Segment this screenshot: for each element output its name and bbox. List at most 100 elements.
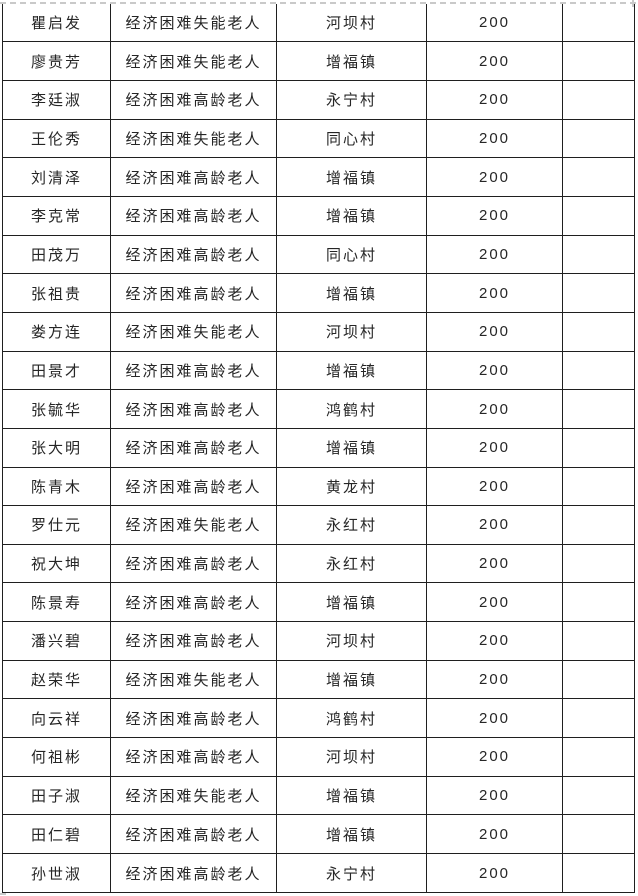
cell-blank <box>562 543 635 584</box>
beneficiary-table: 瞿启发 经济困难失能老人 河坝村 200 廖贵芳 经济困难失能老人 增福镇 20… <box>2 4 635 893</box>
cell-category: 经济困难高龄老人 <box>110 273 277 313</box>
cell-village: 永红村 <box>276 505 427 545</box>
cell-person-name: 田子淑 <box>2 775 111 816</box>
table-row: 张毓华 经济困难高龄老人 鸿鹤村 200 <box>2 389 635 429</box>
cell-village: 增福镇 <box>276 157 427 197</box>
cell-village: 增福镇 <box>276 273 427 313</box>
cell-amount: 200 <box>426 814 563 855</box>
cell-category: 经济困难高龄老人 <box>110 195 277 236</box>
cell-blank <box>562 389 635 429</box>
cell-person-name: 陈景寿 <box>2 582 111 623</box>
cell-amount: 200 <box>426 41 563 81</box>
cell-village: 增福镇 <box>276 427 427 468</box>
cell-category: 经济困难失能老人 <box>110 311 277 352</box>
cell-amount: 200 <box>426 543 563 584</box>
cell-blank <box>562 41 635 81</box>
cell-village: 同心村 <box>276 234 427 275</box>
cell-village: 增福镇 <box>276 350 427 391</box>
table-row: 赵荣华 经济困难失能老人 增福镇 200 <box>2 659 635 700</box>
table-row: 李廷淑 经济困难高龄老人 永宁村 200 <box>2 79 635 120</box>
cell-blank <box>562 427 635 468</box>
cell-village: 增福镇 <box>276 775 427 816</box>
cell-person-name: 向云祥 <box>2 698 111 739</box>
table-row: 田景才 经济困难高龄老人 增福镇 200 <box>2 350 635 391</box>
table-row: 王伦秀 经济困难失能老人 同心村 200 <box>2 118 635 159</box>
cell-village: 永宁村 <box>276 79 427 120</box>
cell-blank <box>562 118 635 159</box>
table-row: 田茂万 经济困难高龄老人 同心村 200 <box>2 234 635 275</box>
cell-person-name: 李克常 <box>2 195 111 236</box>
cell-blank <box>562 698 635 739</box>
cell-village: 永宁村 <box>276 853 427 893</box>
table-row: 李克常 经济困难高龄老人 增福镇 200 <box>2 195 635 236</box>
cell-amount: 200 <box>426 775 563 816</box>
cell-person-name: 张毓华 <box>2 389 111 429</box>
table-row: 陈景寿 经济困难高龄老人 增福镇 200 <box>2 582 635 623</box>
cell-person-name: 娄方连 <box>2 311 111 352</box>
cell-person-name: 田茂万 <box>2 234 111 275</box>
cell-amount: 200 <box>426 311 563 352</box>
cell-blank <box>562 659 635 700</box>
cell-village: 河坝村 <box>276 4 427 43</box>
cell-category: 经济困难高龄老人 <box>110 389 277 429</box>
cell-person-name: 孙世淑 <box>2 853 111 893</box>
cell-category: 经济困难高龄老人 <box>110 543 277 584</box>
cell-category: 经济困难高龄老人 <box>110 157 277 197</box>
cell-blank <box>562 853 635 893</box>
cell-category: 经济困难高龄老人 <box>110 582 277 623</box>
page-break-corner-tick <box>632 0 634 7</box>
cell-blank <box>562 79 635 120</box>
cell-blank <box>562 234 635 275</box>
cell-person-name: 瞿启发 <box>2 4 111 43</box>
cell-blank <box>562 582 635 623</box>
cell-amount: 200 <box>426 350 563 391</box>
cell-blank <box>562 466 635 507</box>
cell-category: 经济困难高龄老人 <box>110 427 277 468</box>
table-row: 祝大坤 经济困难高龄老人 永红村 200 <box>2 543 635 584</box>
cell-blank <box>562 814 635 855</box>
cell-amount: 200 <box>426 157 563 197</box>
cell-category: 经济困难失能老人 <box>110 4 277 43</box>
table-row: 张大明 经济困难高龄老人 增福镇 200 <box>2 427 635 468</box>
cell-amount: 200 <box>426 234 563 275</box>
cell-village: 增福镇 <box>276 814 427 855</box>
cell-amount: 200 <box>426 737 563 777</box>
cell-person-name: 田景才 <box>2 350 111 391</box>
cell-person-name: 王伦秀 <box>2 118 111 159</box>
table-row: 瞿启发 经济困难失能老人 河坝村 200 <box>2 4 635 43</box>
cell-person-name: 田仁碧 <box>2 814 111 855</box>
cell-village: 增福镇 <box>276 195 427 236</box>
cell-blank <box>562 775 635 816</box>
cell-person-name: 罗仕元 <box>2 505 111 545</box>
table-row: 田仁碧 经济困难高龄老人 增福镇 200 <box>2 814 635 855</box>
cell-category: 经济困难失能老人 <box>110 659 277 700</box>
cell-village: 增福镇 <box>276 41 427 81</box>
cell-village: 河坝村 <box>276 621 427 661</box>
cell-village: 河坝村 <box>276 311 427 352</box>
cell-blank <box>562 311 635 352</box>
cell-person-name: 廖贵芳 <box>2 41 111 81</box>
table-row: 陈青木 经济困难高龄老人 黄龙村 200 <box>2 466 635 507</box>
cell-amount: 200 <box>426 659 563 700</box>
table-row: 娄方连 经济困难失能老人 河坝村 200 <box>2 311 635 352</box>
cell-blank <box>562 4 635 43</box>
cell-village: 鸿鹤村 <box>276 389 427 429</box>
cell-village: 增福镇 <box>276 582 427 623</box>
cell-amount: 200 <box>426 427 563 468</box>
cell-person-name: 何祖彬 <box>2 737 111 777</box>
cell-category: 经济困难失能老人 <box>110 775 277 816</box>
cell-blank <box>562 273 635 313</box>
cell-person-name: 张祖贵 <box>2 273 111 313</box>
cell-amount: 200 <box>426 4 563 43</box>
cell-category: 经济困难高龄老人 <box>110 79 277 120</box>
cell-category: 经济困难失能老人 <box>110 41 277 81</box>
table-row: 廖贵芳 经济困难失能老人 增福镇 200 <box>2 41 635 81</box>
table-row: 何祖彬 经济困难高龄老人 河坝村 200 <box>2 737 635 777</box>
cell-amount: 200 <box>426 621 563 661</box>
cell-blank <box>562 505 635 545</box>
cell-blank <box>562 621 635 661</box>
page-break-bottom-tick <box>0 893 6 895</box>
cell-village: 增福镇 <box>276 659 427 700</box>
cell-person-name: 张大明 <box>2 427 111 468</box>
cell-person-name: 祝大坤 <box>2 543 111 584</box>
